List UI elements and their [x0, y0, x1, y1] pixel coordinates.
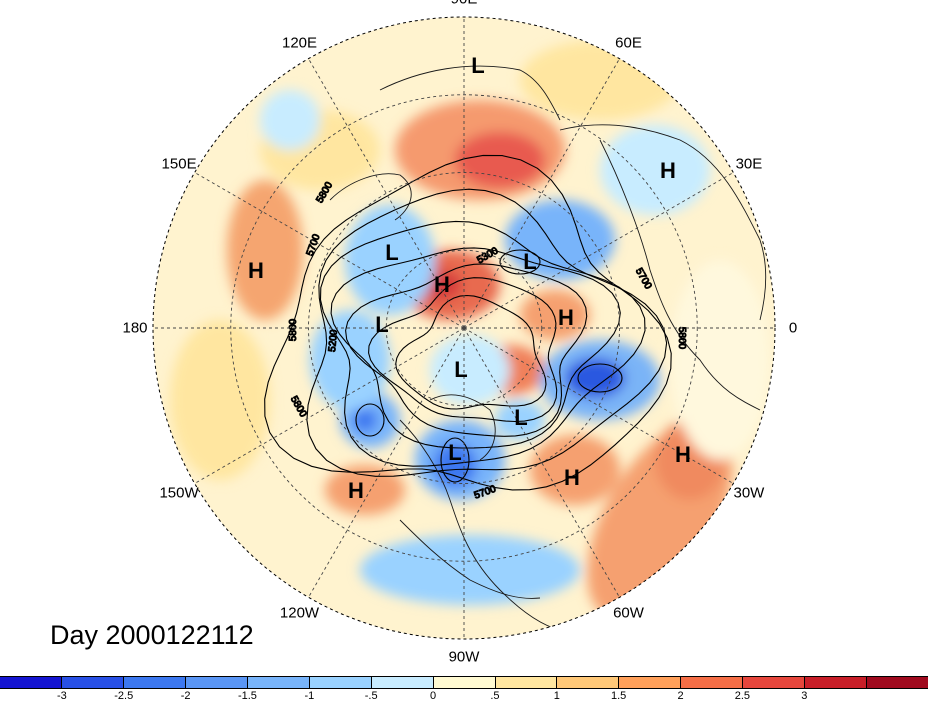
meridian-line — [194, 172, 465, 329]
colorbar-tick-label: 1.5 — [611, 690, 627, 702]
colorbar-swatch — [309, 677, 372, 688]
longitude-label: 60E — [615, 34, 642, 52]
high-pressure-label: H — [558, 305, 574, 330]
longitude-label: 30E — [735, 155, 763, 172]
low-pressure-label: L — [523, 249, 537, 274]
high-pressure-label: H — [564, 465, 580, 490]
height-contour — [440, 437, 470, 483]
low-pressure-label: L — [375, 312, 389, 337]
colorbar-swatch — [495, 677, 558, 688]
lat-lon-gridlines — [153, 17, 775, 639]
meridian-line — [463, 58, 620, 329]
map-boundary — [152, 16, 776, 640]
colorbar-swatch — [0, 677, 62, 688]
colorbar-swatch — [619, 677, 682, 688]
low-pressure-label: L — [471, 53, 485, 78]
colorbar-tick-label: 2 — [677, 690, 684, 702]
height-contour — [368, 277, 558, 423]
low-pressure-label: L — [385, 240, 399, 265]
longitude-label: 120E — [281, 34, 318, 52]
colorbar-swatch — [247, 677, 310, 688]
contour-label: 5200 — [327, 329, 340, 353]
colorbar-swatch — [433, 677, 496, 688]
colorbar-swatch — [123, 677, 186, 688]
height-contour — [319, 220, 646, 467]
meridian-line — [463, 327, 734, 484]
meridian-line — [463, 172, 734, 329]
height-contour — [577, 363, 623, 393]
colorbar-swatch — [185, 677, 248, 688]
colorbar-swatch — [557, 677, 620, 688]
meridian-line — [308, 58, 465, 329]
longitude-label: 0 — [788, 319, 798, 337]
longitude-label: 150E — [161, 155, 197, 172]
low-pressure-label: L — [514, 405, 528, 430]
colorbar-swatch — [681, 677, 744, 688]
colorbar-swatch — [867, 677, 928, 688]
colorbar-tick-label: -3 — [56, 690, 67, 702]
high-pressure-label: H — [434, 272, 450, 297]
contour-label: 5800 — [676, 327, 687, 350]
colorbar-tick-label: 2.5 — [734, 690, 751, 702]
colorbar-tick-label: -2.5 — [114, 690, 134, 702]
longitude-label: 60W — [613, 604, 644, 622]
meridian-line — [194, 327, 465, 484]
longitude-label: 120W — [279, 604, 320, 622]
height-contour — [306, 188, 668, 477]
colorbar-swatch — [61, 677, 124, 688]
height-contour — [264, 154, 672, 491]
latitude-circle — [308, 172, 620, 484]
colorbar-tick-label: -1.5 — [237, 690, 257, 702]
longitude-label: 150W — [159, 484, 199, 501]
longitude-label: 30W — [733, 484, 765, 501]
contour-label: 5800 — [288, 318, 299, 341]
colorbar-tick-label: 3 — [801, 690, 808, 702]
high-pressure-label: H — [348, 478, 364, 503]
longitude-label: 90W — [448, 648, 480, 666]
latitude-circle — [385, 249, 543, 407]
day-title: Day 2000122112 — [50, 620, 254, 650]
low-pressure-label: L — [454, 357, 468, 382]
colorbar-tick-label: -1 — [304, 690, 315, 702]
colorbar — [0, 676, 928, 689]
colorbar-swatch — [743, 677, 806, 688]
longitude-label: 180 — [122, 319, 148, 337]
anomaly-field — [153, 17, 775, 639]
colorbar-tick-label: 0 — [430, 690, 437, 702]
high-pressure-label: H — [660, 158, 676, 183]
meridian-line — [308, 327, 465, 598]
height-contour — [355, 403, 385, 437]
colorbar-swatch — [371, 677, 434, 688]
high-pressure-label: H — [248, 258, 264, 283]
colorbar-tick-label: -2 — [180, 690, 191, 702]
colorbar-tick-label: -.5 — [364, 690, 378, 702]
meridian-line — [463, 327, 620, 598]
colorbar-swatch — [805, 677, 868, 688]
colorbar-tick-label: 1 — [553, 690, 560, 702]
low-pressure-label: L — [448, 440, 462, 465]
coastlines — [329, 65, 767, 631]
high-pressure-label: H — [675, 442, 691, 467]
latitude-circle — [230, 94, 698, 562]
longitude-label: 90E — [451, 0, 478, 8]
height-contour — [330, 247, 621, 449]
colorbar-tick-label: .5 — [490, 690, 500, 702]
